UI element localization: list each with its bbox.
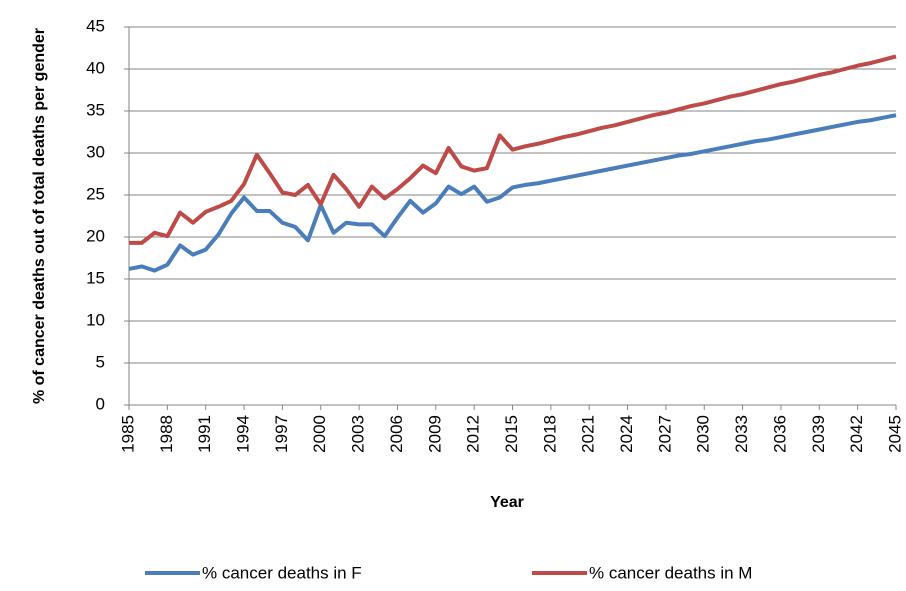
y-tick-label: 20 [86, 226, 105, 245]
y-tick-label: 45 [86, 16, 105, 35]
y-tick-label: 35 [86, 100, 105, 119]
x-tick-label: 1985 [118, 415, 137, 453]
x-axis-label: Year [490, 494, 524, 511]
x-tick-label: 2030 [694, 415, 713, 453]
data-line [128, 113, 897, 273]
x-tick-label: 1994 [234, 415, 253, 453]
y-axis-label: % of cancer deaths out of total deaths p… [31, 28, 48, 404]
x-tick-label: 2021 [579, 415, 598, 453]
y-tick-label: 10 [86, 310, 105, 329]
x-tick-label: 2045 [885, 415, 904, 453]
x-tick-label: 2039 [809, 415, 828, 453]
x-tick-label: 2015 [502, 415, 521, 453]
y-tick-label: 25 [86, 184, 105, 203]
x-tick-label: 2006 [387, 415, 406, 453]
x-tick-label: 2012 [464, 415, 483, 453]
x-tick-label: 2033 [732, 415, 751, 453]
x-tick-label: 1997 [272, 415, 291, 453]
legend-label: % cancer deaths in F [202, 563, 362, 582]
data-line [129, 54, 897, 245]
y-tick-label: 5 [96, 352, 105, 371]
x-tick-label: 2000 [310, 415, 329, 453]
x-tick-label: 2018 [540, 415, 559, 453]
x-tick-label: 2042 [847, 415, 866, 453]
x-tick-label: 1991 [195, 415, 214, 453]
x-tick-label: 2027 [655, 415, 674, 453]
x-tick-label: 2036 [770, 415, 789, 453]
y-tick-label: 15 [86, 268, 105, 287]
y-tick-label: 40 [86, 58, 105, 77]
legend-label: % cancer deaths in M [589, 563, 752, 582]
x-tick-label: 2003 [349, 415, 368, 453]
x-tick-label: 2024 [617, 415, 636, 453]
x-tick-label: 1988 [157, 415, 176, 453]
x-tick-label: 2009 [425, 415, 444, 453]
y-tick-label: 0 [96, 394, 105, 413]
y-tick-label: 30 [86, 142, 105, 161]
